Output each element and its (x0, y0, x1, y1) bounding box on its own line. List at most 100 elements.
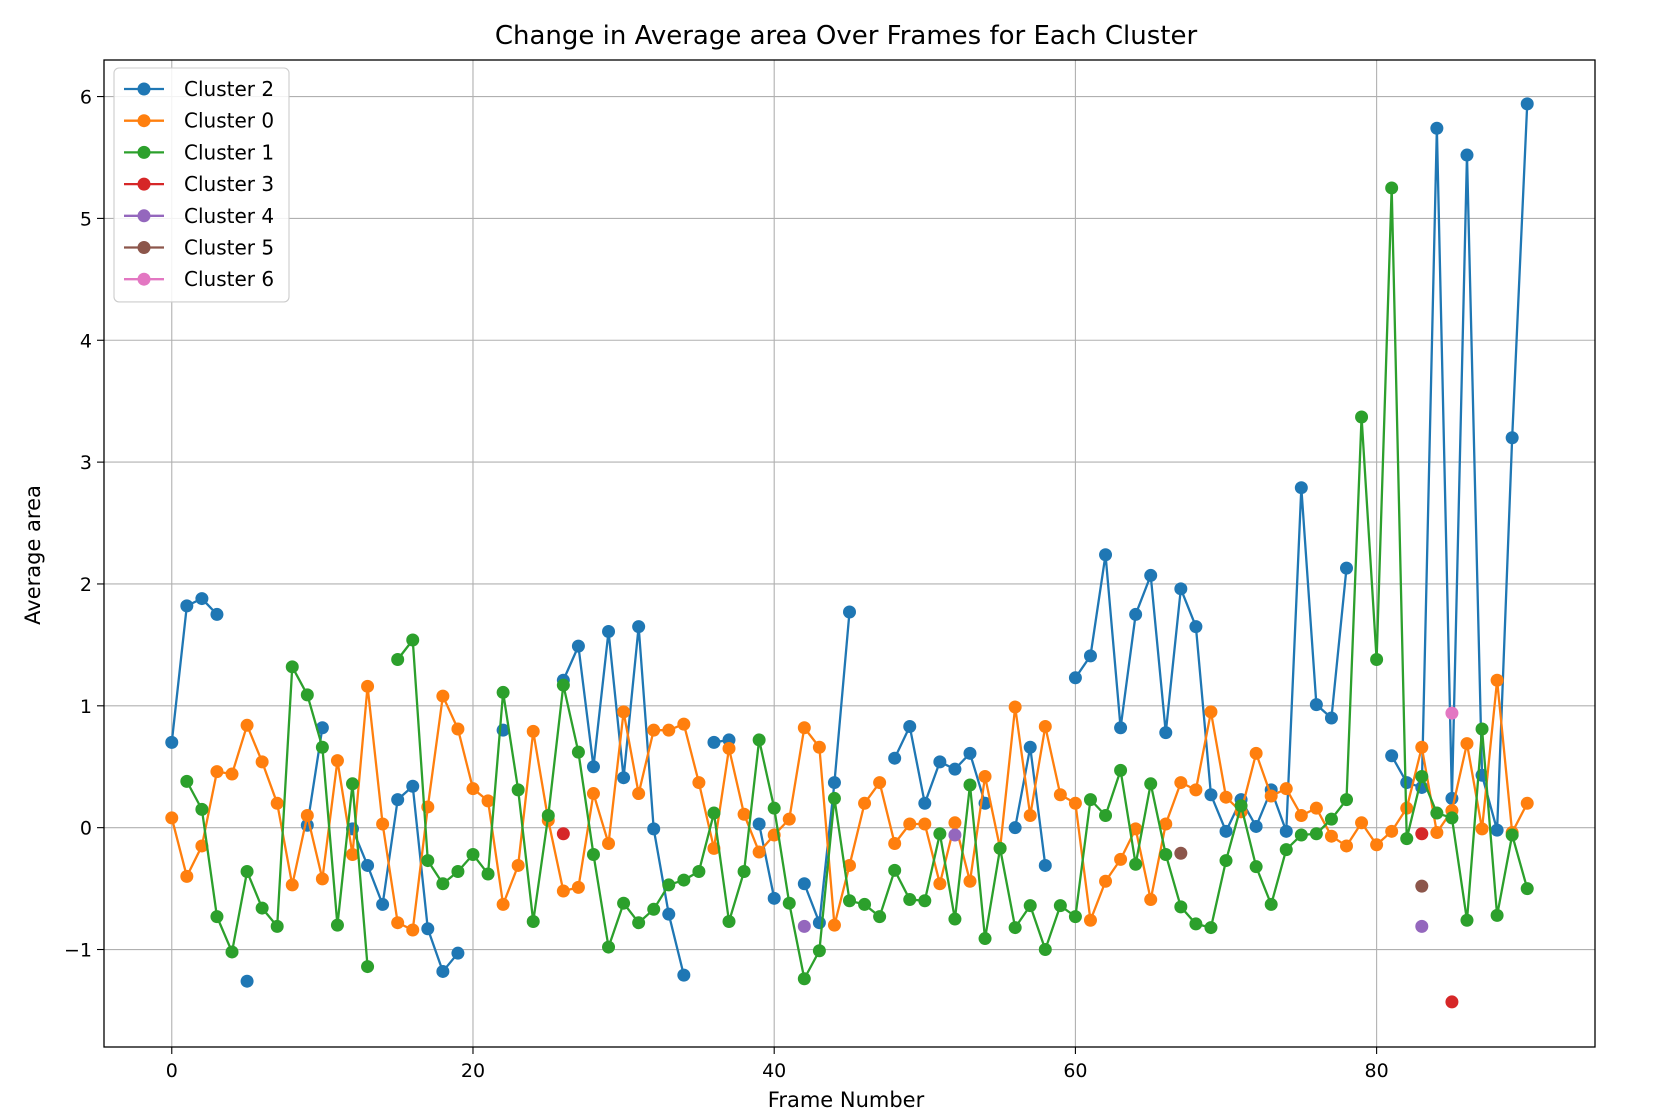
data-point (752, 845, 766, 859)
legend-label: Cluster 0 (184, 109, 274, 133)
data-point (918, 817, 932, 831)
data-point (797, 877, 811, 891)
data-point (1189, 620, 1203, 634)
data-point (285, 660, 299, 674)
data-point (782, 896, 796, 910)
data-point (496, 685, 510, 699)
data-point (617, 896, 631, 910)
data-point (376, 897, 390, 911)
data-point (1008, 921, 1022, 935)
legend: Cluster 2 Cluster 0 Cluster 1 Cluster 3 Clus… (113, 67, 290, 303)
data-point (647, 822, 661, 836)
data-point (827, 776, 841, 790)
data-point (1083, 793, 1097, 807)
data-point (1430, 826, 1444, 840)
data-point (707, 841, 721, 855)
series-cluster-5 (1174, 846, 1429, 893)
data-point (1385, 181, 1399, 195)
data-point (1340, 561, 1353, 575)
legend-swatch-marker (137, 177, 151, 191)
y-tick-label: −1 (64, 940, 92, 962)
series-cluster-6 (1445, 706, 1459, 720)
data-point (602, 624, 616, 638)
data-point (195, 802, 209, 816)
data-point (1038, 943, 1052, 957)
data-point (1129, 607, 1143, 621)
x-tick-label: 60 (1063, 1060, 1087, 1082)
data-point (1460, 148, 1474, 162)
data-point (1234, 799, 1248, 813)
data-point (993, 841, 1007, 855)
data-point (526, 724, 540, 738)
y-tick-label: 5 (80, 208, 92, 230)
data-point (451, 722, 465, 736)
legend-label: Cluster 6 (184, 267, 274, 291)
data-point (300, 688, 314, 702)
data-point (888, 837, 902, 851)
data-point (436, 877, 450, 891)
plot-series (165, 97, 1534, 1009)
data-point (1505, 828, 1519, 842)
data-point (1068, 796, 1082, 810)
data-point (1415, 827, 1429, 841)
data-point (361, 858, 375, 872)
x-tick-label: 40 (762, 1060, 786, 1082)
y-tick-label: 6 (80, 87, 92, 109)
data-point (1159, 726, 1173, 740)
data-point (903, 817, 917, 831)
data-point (330, 918, 344, 932)
data-point (677, 873, 691, 887)
legend-label: Cluster 5 (184, 236, 274, 260)
data-point (1204, 921, 1218, 935)
data-point (556, 678, 570, 692)
data-point (496, 897, 510, 911)
data-point (1309, 801, 1323, 815)
y-tick-label: 1 (80, 696, 92, 718)
data-point (1159, 817, 1173, 831)
data-point (978, 932, 992, 946)
data-point (436, 689, 450, 703)
data-point (466, 782, 480, 796)
data-point (602, 940, 616, 954)
data-point (1204, 788, 1218, 802)
data-point (617, 705, 631, 719)
data-point (376, 817, 390, 831)
data-point (677, 717, 691, 731)
legend-swatch-marker (137, 241, 151, 254)
data-point (632, 787, 646, 801)
data-point (918, 796, 932, 810)
series-line (396, 186, 1529, 980)
data-point (767, 801, 781, 815)
data-point (195, 592, 209, 606)
data-point (903, 893, 917, 907)
data-point (617, 771, 631, 785)
data-point (963, 874, 977, 888)
data-point (421, 922, 435, 936)
data-point (210, 910, 224, 924)
data-point (270, 919, 284, 933)
data-point (948, 912, 962, 926)
data-point (1068, 671, 1082, 685)
data-point (1083, 649, 1097, 663)
data-point (827, 918, 841, 932)
data-point (556, 827, 570, 841)
data-point (1219, 790, 1233, 804)
data-point (541, 808, 555, 822)
data-point (1324, 812, 1338, 826)
legend-swatch-marker (137, 209, 151, 223)
data-point (1294, 828, 1308, 842)
data-point (391, 653, 405, 667)
data-point (1053, 899, 1067, 913)
data-point (1460, 913, 1474, 927)
data-point (285, 878, 299, 892)
data-point (180, 599, 194, 613)
data-point (556, 884, 570, 898)
data-point (647, 723, 661, 737)
data-point (1309, 698, 1323, 712)
y-tick-label: 4 (80, 330, 92, 352)
x-axis-label: Frame Number (768, 1088, 925, 1112)
data-point (1445, 706, 1459, 720)
x-tick-label: 20 (461, 1060, 485, 1082)
data-point (1144, 568, 1158, 582)
data-point (1114, 721, 1128, 735)
